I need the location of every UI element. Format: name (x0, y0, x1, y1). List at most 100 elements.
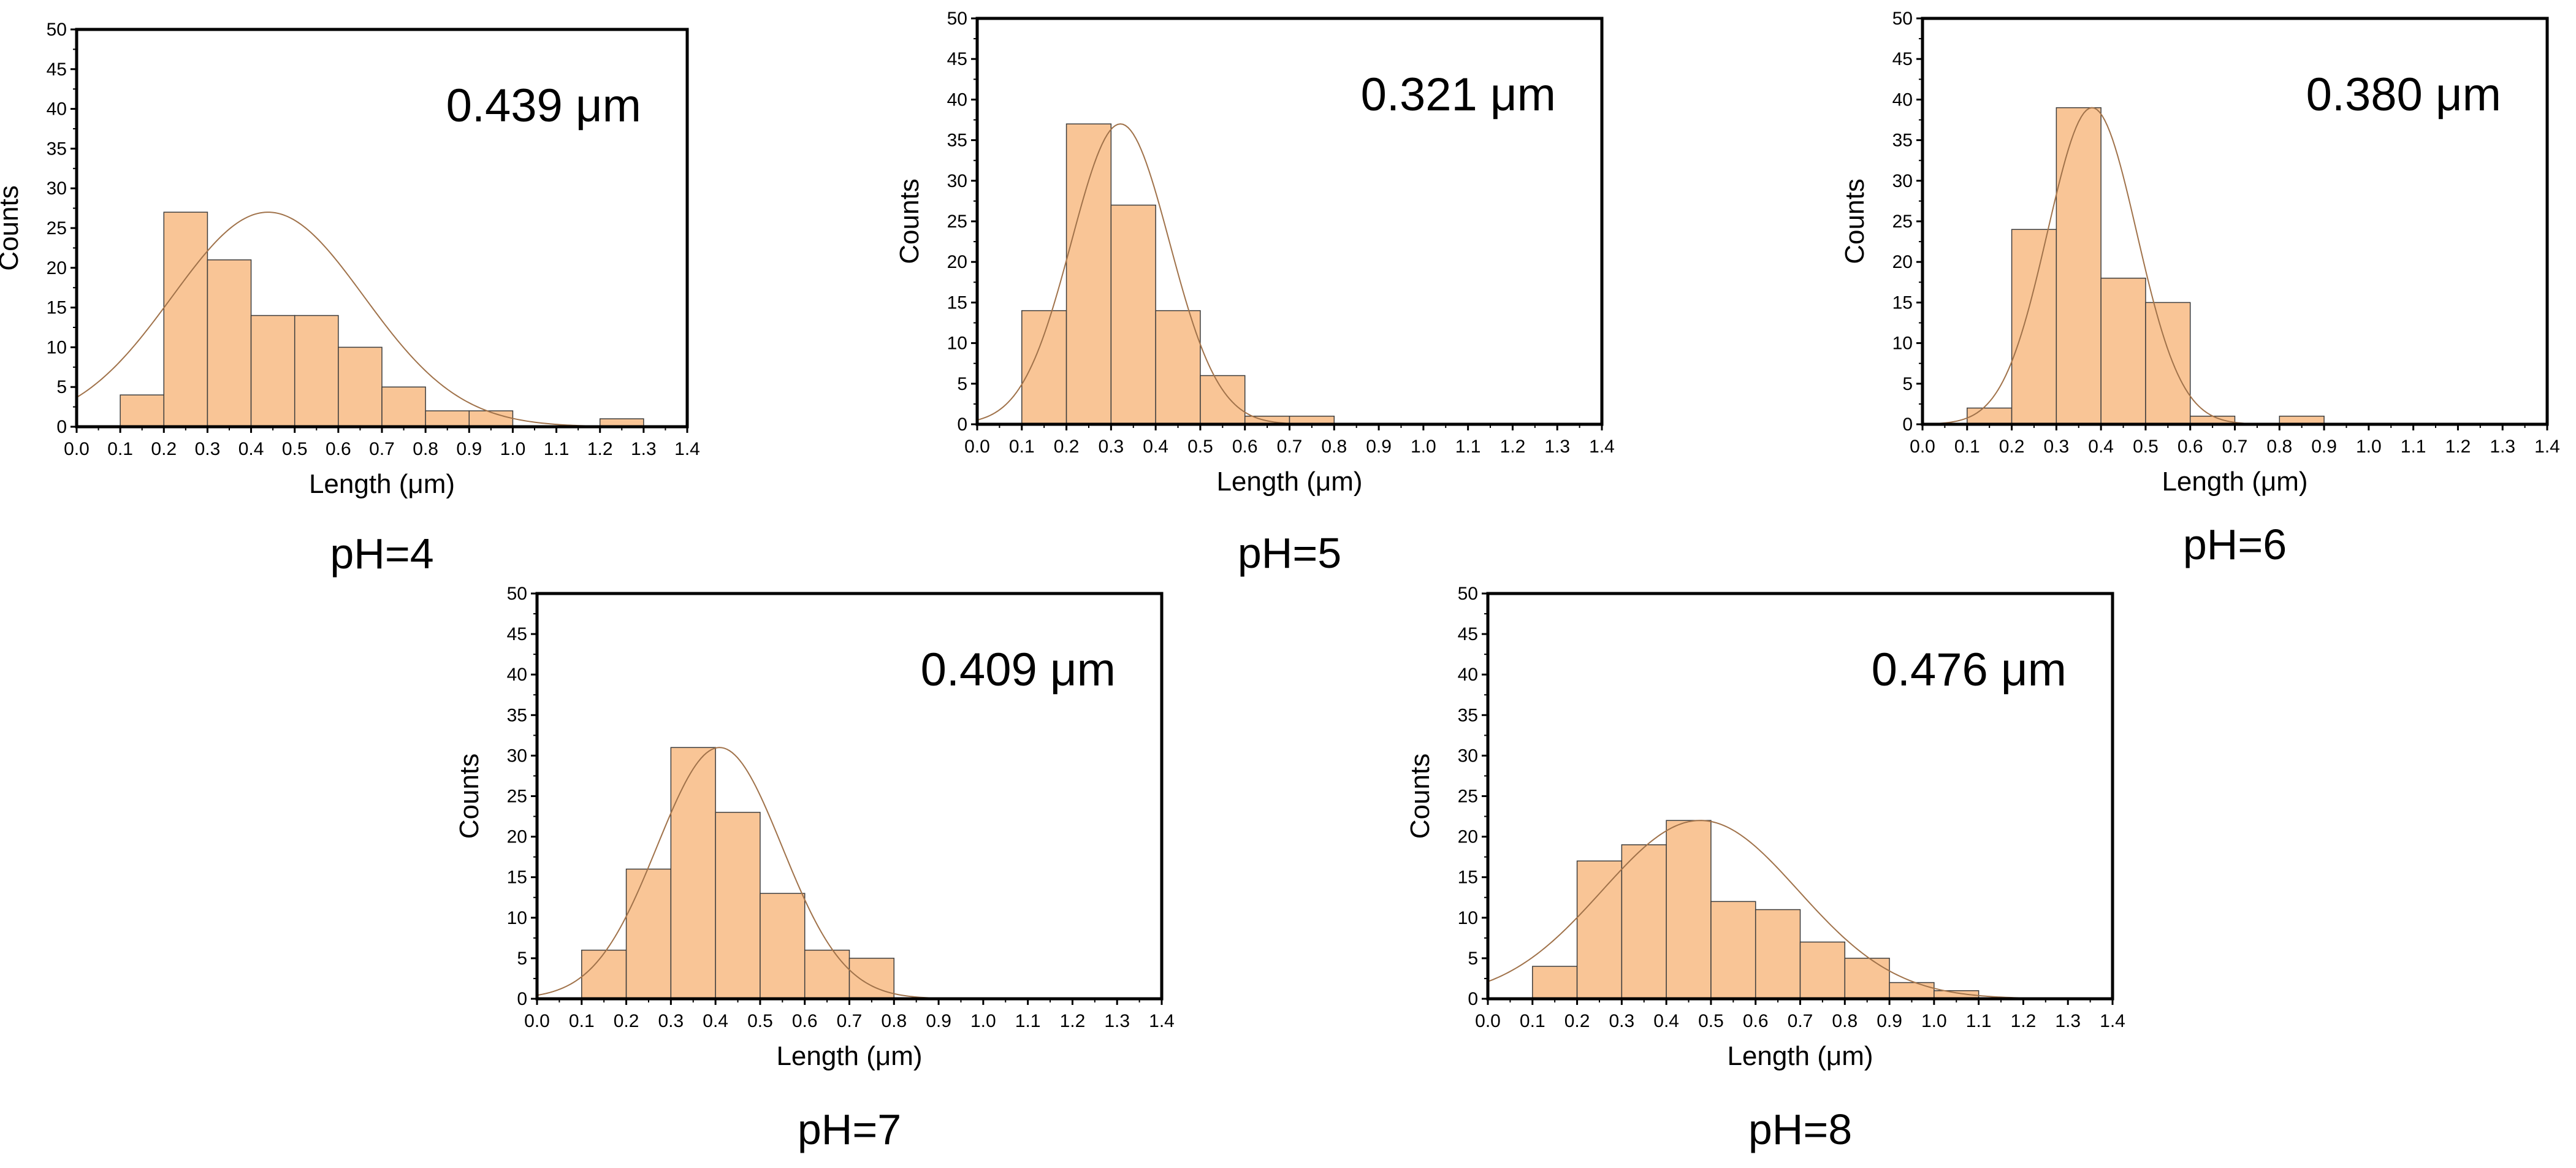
x-tick-label: 0.0 (1475, 1011, 1501, 1031)
histogram-bar (760, 893, 806, 999)
x-tick-label: 0.7 (369, 439, 395, 459)
x-tick-label: 1.3 (2055, 1011, 2081, 1031)
histogram-bar (1889, 982, 1935, 999)
y-axis-label: Counts (894, 178, 924, 264)
x-tick-label: 1.3 (1544, 437, 1570, 457)
x-tick-label: 0.9 (1366, 437, 1392, 457)
x-tick-label: 0.9 (456, 439, 482, 459)
histogram-bar (1065, 123, 1112, 425)
panel-caption: pH=6 (2183, 521, 2287, 568)
x-tick-label: 1.1 (1966, 1011, 1992, 1031)
y-tick-label: 25 (507, 787, 527, 807)
x-tick-label: 1.4 (674, 439, 700, 459)
x-tick-label: 0.1 (1954, 437, 1980, 457)
histogram-bar (1532, 966, 1578, 999)
y-tick-label: 0 (1902, 414, 1913, 435)
y-tick-label: 0 (957, 414, 967, 435)
y-tick-label: 30 (47, 178, 67, 199)
y-axis-label: Counts (1405, 754, 1435, 839)
x-tick-label: 1.2 (2445, 437, 2471, 457)
y-tick-label: 45 (507, 624, 527, 644)
x-tick-label: 0.4 (703, 1011, 728, 1031)
y-tick-label: 35 (1892, 131, 1913, 151)
histogram-bar (1844, 958, 1890, 999)
x-tick-label: 0.8 (1832, 1011, 1858, 1031)
x-tick-label: 1.0 (2356, 437, 2382, 457)
x-tick-label: 1.0 (500, 439, 526, 459)
y-tick-label: 15 (947, 292, 967, 313)
x-axis-label: Length (μm) (1216, 467, 1362, 497)
y-tick-label: 10 (947, 334, 967, 354)
y-axis-label: Counts (454, 754, 484, 839)
x-tick-label: 0.4 (1143, 437, 1168, 457)
x-tick-label: 1.2 (1060, 1011, 1086, 1031)
histogram-bar (163, 212, 208, 427)
y-tick-label: 20 (47, 258, 67, 278)
y-tick-label: 35 (947, 131, 967, 151)
x-tick-label: 1.4 (2100, 1011, 2125, 1031)
histogram-bar (2056, 107, 2102, 425)
panel-ph4: 0.0 0.1 0.2 0.3 0.4 0.5 0.6 0.7 0.8 0.9 1.0 1.1 1.2 1… (0, 20, 700, 578)
x-tick-label: 0.7 (837, 1011, 863, 1031)
x-tick-label: 0.5 (282, 439, 308, 459)
x-tick-label: 0.3 (2043, 437, 2069, 457)
y-tick-label: 30 (507, 746, 527, 766)
y-tick-label: 50 (1458, 584, 1478, 604)
histogram-bar (381, 386, 426, 427)
x-tick-label: 0.6 (1232, 437, 1258, 457)
y-tick-label: 5 (56, 377, 67, 397)
y-tick-label: 20 (1458, 827, 1478, 847)
y-tick-label: 30 (1458, 746, 1478, 766)
histogram-bar (670, 747, 716, 999)
y-tick-label: 5 (957, 374, 967, 394)
histogram-bar (1200, 375, 1246, 425)
x-tick-label: 0.4 (238, 439, 264, 459)
x-tick-label: 0.5 (1698, 1011, 1724, 1031)
histogram-bar (1799, 941, 1846, 999)
mean-length-annotation: 0.476 μm (1872, 644, 2067, 696)
y-tick-label: 35 (507, 705, 527, 725)
y-tick-label: 45 (1892, 49, 1913, 69)
x-tick-label: 1.2 (587, 439, 613, 459)
x-tick-label: 0.6 (2178, 437, 2203, 457)
panel-caption: pH=8 (1748, 1105, 1852, 1153)
x-tick-label: 0.6 (792, 1011, 818, 1031)
x-tick-label: 0.2 (1054, 437, 1080, 457)
y-tick-label: 45 (47, 59, 67, 80)
x-tick-label: 0.7 (1788, 1011, 1813, 1031)
panel-caption: pH=7 (798, 1105, 901, 1153)
x-tick-label: 0.2 (1564, 1011, 1590, 1031)
y-tick-label: 50 (947, 9, 967, 29)
x-tick-label: 0.3 (658, 1011, 684, 1031)
histogram-bar (1967, 407, 2013, 425)
x-axis-label: Length (μm) (309, 469, 455, 499)
y-axis-label: Counts (0, 185, 24, 270)
x-tick-label: 0.9 (1877, 1011, 1902, 1031)
x-tick-label: 0.2 (151, 439, 177, 459)
y-tick-label: 15 (507, 868, 527, 888)
y-tick-label: 45 (947, 49, 967, 69)
histogram-bar (2100, 277, 2146, 425)
y-tick-label: 50 (1892, 9, 1913, 29)
y-tick-label: 0 (56, 417, 67, 437)
x-tick-label: 0.5 (2133, 437, 2159, 457)
panel-caption: pH=5 (1238, 529, 1341, 577)
histogram-bar (581, 949, 627, 999)
x-tick-label: 0.0 (524, 1011, 550, 1031)
x-tick-label: 0.1 (569, 1011, 595, 1031)
panel-ph5: 0.0 0.1 0.2 0.3 0.4 0.5 0.6 0.7 0.8 0.9 1.0 1.1 1.2 1… (894, 9, 1615, 577)
x-tick-label: 1.1 (544, 439, 570, 459)
y-tick-label: 35 (1458, 705, 1478, 725)
panel-ph6: 0.0 0.1 0.2 0.3 0.4 0.5 0.6 0.7 0.8 0.9 1.0 1.1 1.2 1… (1840, 9, 2560, 568)
y-tick-label: 40 (947, 90, 967, 110)
x-tick-label: 0.8 (1321, 437, 1347, 457)
panel-caption: pH=4 (330, 530, 433, 578)
x-tick-label: 0.8 (2266, 437, 2292, 457)
y-tick-label: 5 (1902, 374, 1913, 394)
x-tick-label: 0.6 (326, 439, 351, 459)
histogram-bar (338, 346, 383, 427)
x-tick-label: 0.7 (2222, 437, 2248, 457)
histogram-bar (207, 259, 252, 427)
mean-length-annotation: 0.409 μm (921, 644, 1116, 696)
